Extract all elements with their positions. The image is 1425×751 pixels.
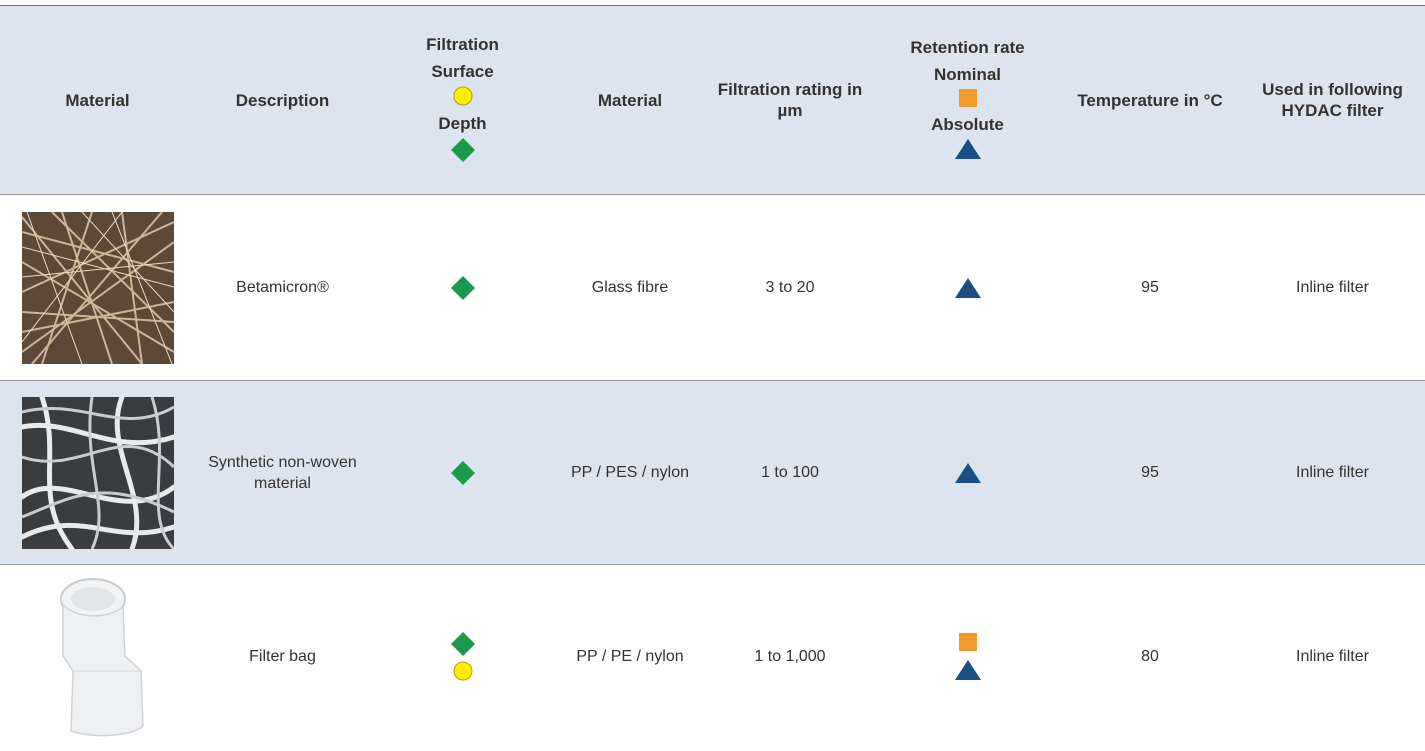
header-cell: Material (65, 90, 130, 110)
retention-cell (875, 195, 1060, 381)
rating-cell: 1 to 100 (761, 464, 819, 481)
surface-icon (453, 86, 472, 106)
filtration-cell (370, 381, 555, 565)
header-title: Filtration (426, 35, 499, 54)
page: Material Description Filtration Surface … (0, 5, 1425, 751)
absolute-icon (954, 462, 981, 483)
material-cell: Glass fibre (591, 279, 669, 296)
material-cell: PP / PE / nylon (576, 647, 684, 665)
header-item: Nominal (933, 65, 1002, 84)
nominal-icon (958, 632, 977, 651)
filter-bag-image (59, 578, 144, 737)
header-item: Absolute (931, 115, 1004, 134)
nominal-icon (958, 89, 977, 107)
material-image-cell (0, 195, 195, 381)
header-item: Depth (438, 114, 487, 133)
header-cell: Material (597, 90, 663, 110)
used-in-cell: Inline filter (1296, 279, 1369, 296)
depth-icon (450, 138, 475, 162)
absolute-icon (954, 139, 981, 159)
description-cell: Filter bag (249, 647, 316, 665)
used-in-cell: Inline filter (1296, 647, 1369, 665)
header-cell: Filtration rating in µm (717, 80, 863, 120)
temperature-cell: 95 (1141, 464, 1159, 481)
header-cell: Description (235, 90, 330, 110)
temperature-cell: 80 (1141, 647, 1159, 665)
header-cell: Temperature in °C (1077, 90, 1223, 110)
header-item: Surface (431, 62, 494, 81)
header-cell: Used in following HYDAC filter (1262, 80, 1403, 120)
retention-cell (875, 565, 1060, 748)
used-in-cell: Inline filter (1296, 464, 1369, 481)
surface-icon (453, 661, 472, 681)
row: Synthetic non-woven material PP / PES / … (0, 380, 1425, 565)
row: Filter bag PP / PE / nylon 1 to 1,000 80… (0, 564, 1425, 748)
header-title: Retention rate (910, 38, 1025, 57)
material-cell: PP / PES / nylon (571, 464, 689, 481)
absolute-icon (954, 277, 981, 298)
rating-cell: 3 to 20 (765, 279, 815, 296)
filtration-cell (370, 195, 555, 381)
row: Betamicron® Glass fibre 3 to 20 95 Inlin… (0, 194, 1425, 381)
depth-icon (450, 460, 475, 485)
material-image-cell (0, 565, 195, 748)
header-cell: Retention rate Nominal Absolute (875, 6, 1060, 195)
depth-icon (450, 631, 475, 656)
glass-fibre-image (21, 211, 174, 364)
temperature-cell: 95 (1141, 279, 1159, 296)
description-cell: Synthetic non-woven material (208, 453, 357, 492)
rating-cell: 1 to 1,000 (754, 647, 826, 665)
depth-icon (450, 275, 475, 300)
material-image-cell (0, 381, 195, 565)
absolute-icon (954, 659, 981, 680)
header-row: Material Description Filtration Surface … (0, 5, 1425, 195)
non-woven-image (21, 396, 174, 549)
filtration-cell (370, 565, 555, 748)
description-cell: Betamicron® (236, 279, 329, 296)
filter-table: Material Description Filtration Surface … (0, 5, 1425, 748)
retention-cell (875, 381, 1060, 565)
header-cell: Filtration Surface Depth (370, 6, 555, 195)
